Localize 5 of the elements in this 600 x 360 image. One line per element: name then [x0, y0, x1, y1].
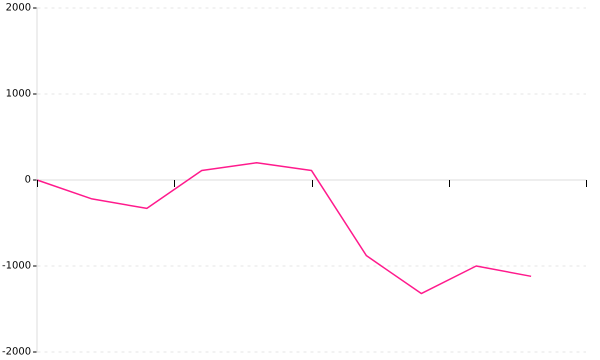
y-tick-label: -1000 — [2, 260, 32, 272]
y-tick-label: 2000 — [6, 2, 32, 14]
y-tick-label: 1000 — [6, 88, 32, 100]
y-tick-label: 0 — [24, 174, 32, 186]
y-tick-label: -2000 — [2, 346, 32, 358]
